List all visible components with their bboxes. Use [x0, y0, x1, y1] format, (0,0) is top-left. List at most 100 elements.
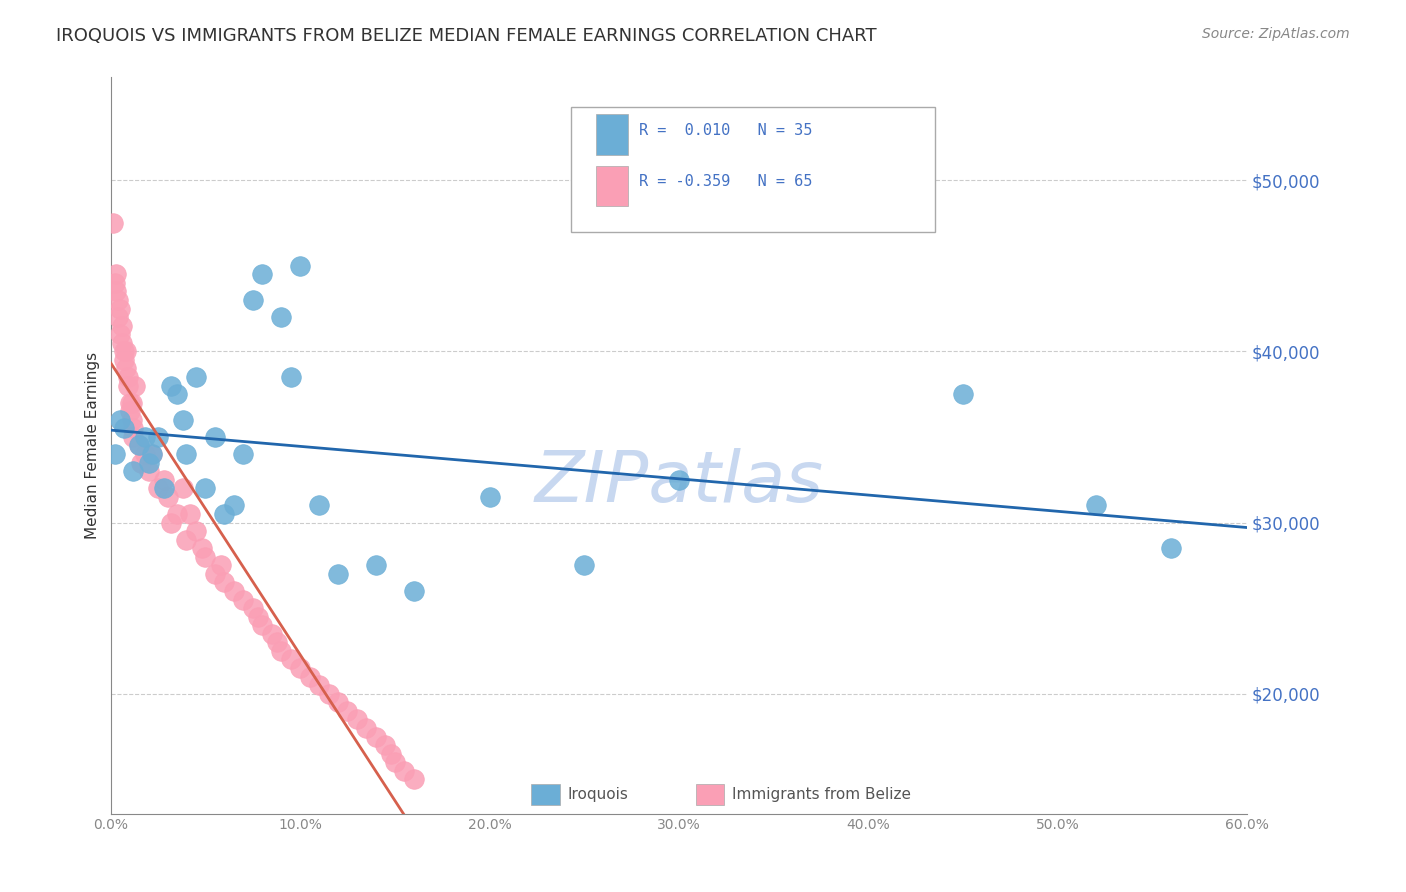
Point — [280, 370, 302, 384]
Point — [184, 370, 207, 384]
Point — [112, 344, 135, 359]
Point — [146, 430, 169, 444]
Point — [179, 507, 201, 521]
Point — [107, 293, 129, 307]
Point — [118, 404, 141, 418]
Point — [160, 378, 183, 392]
Point — [260, 627, 283, 641]
Point — [117, 378, 139, 392]
Point — [138, 456, 160, 470]
Text: R = -0.359   N = 65: R = -0.359 N = 65 — [640, 175, 813, 189]
Point — [222, 584, 245, 599]
Point — [124, 378, 146, 392]
Point — [115, 344, 138, 359]
Point — [194, 549, 217, 564]
Point — [384, 755, 406, 769]
FancyBboxPatch shape — [596, 114, 628, 154]
Point — [232, 447, 254, 461]
Point — [402, 772, 425, 787]
Point — [364, 730, 387, 744]
Point — [129, 456, 152, 470]
Point — [166, 507, 188, 521]
FancyBboxPatch shape — [531, 784, 560, 805]
Point — [288, 259, 311, 273]
Point — [394, 764, 416, 778]
Point — [318, 687, 340, 701]
Text: ZIPatlas: ZIPatlas — [534, 448, 824, 516]
Point — [204, 566, 226, 581]
Point — [107, 310, 129, 324]
Point — [134, 430, 156, 444]
Point — [364, 558, 387, 573]
Point — [152, 473, 174, 487]
Text: Iroquois: Iroquois — [568, 787, 628, 802]
Point — [346, 712, 368, 726]
FancyBboxPatch shape — [696, 784, 724, 805]
Point — [402, 584, 425, 599]
Point — [141, 447, 163, 461]
Point — [1084, 499, 1107, 513]
Point — [252, 618, 274, 632]
Point — [298, 670, 321, 684]
Point — [166, 387, 188, 401]
Point — [105, 268, 128, 282]
Point — [172, 413, 194, 427]
Point — [128, 438, 150, 452]
Point — [118, 395, 141, 409]
Point — [270, 644, 292, 658]
Point — [280, 652, 302, 666]
Point — [374, 738, 396, 752]
Point — [242, 601, 264, 615]
Point — [141, 447, 163, 461]
Point — [356, 721, 378, 735]
Y-axis label: Median Female Earnings: Median Female Earnings — [86, 352, 100, 539]
Point — [172, 481, 194, 495]
Point — [308, 678, 330, 692]
Text: Immigrants from Belize: Immigrants from Belize — [733, 787, 911, 802]
Point — [336, 704, 359, 718]
Point — [270, 310, 292, 324]
Point — [108, 301, 131, 316]
Point — [266, 635, 288, 649]
Point — [122, 464, 145, 478]
Text: R =  0.010   N = 35: R = 0.010 N = 35 — [640, 123, 813, 138]
Point — [108, 327, 131, 342]
Point — [134, 447, 156, 461]
Point — [380, 747, 402, 761]
Point — [204, 430, 226, 444]
Point — [326, 566, 349, 581]
Point — [176, 447, 198, 461]
Point — [478, 490, 501, 504]
Point — [111, 335, 134, 350]
Point — [112, 421, 135, 435]
FancyBboxPatch shape — [571, 107, 935, 232]
Point — [952, 387, 974, 401]
Point — [115, 361, 138, 376]
Point — [1160, 541, 1182, 556]
Point — [247, 609, 270, 624]
Point — [105, 285, 128, 299]
FancyBboxPatch shape — [596, 166, 628, 206]
Point — [222, 499, 245, 513]
Point — [121, 413, 143, 427]
Point — [176, 533, 198, 547]
Point — [121, 395, 143, 409]
Text: IROQUOIS VS IMMIGRANTS FROM BELIZE MEDIAN FEMALE EARNINGS CORRELATION CHART: IROQUOIS VS IMMIGRANTS FROM BELIZE MEDIA… — [56, 27, 877, 45]
Point — [242, 293, 264, 307]
Point — [122, 430, 145, 444]
Point — [128, 438, 150, 452]
Point — [574, 558, 596, 573]
Point — [184, 524, 207, 538]
Point — [108, 413, 131, 427]
Point — [190, 541, 212, 556]
Point — [152, 481, 174, 495]
Point — [288, 661, 311, 675]
Point — [209, 558, 232, 573]
Point — [668, 473, 690, 487]
Point — [214, 575, 236, 590]
Point — [214, 507, 236, 521]
Point — [232, 592, 254, 607]
Text: Source: ZipAtlas.com: Source: ZipAtlas.com — [1202, 27, 1350, 41]
Point — [103, 447, 125, 461]
Point — [194, 481, 217, 495]
